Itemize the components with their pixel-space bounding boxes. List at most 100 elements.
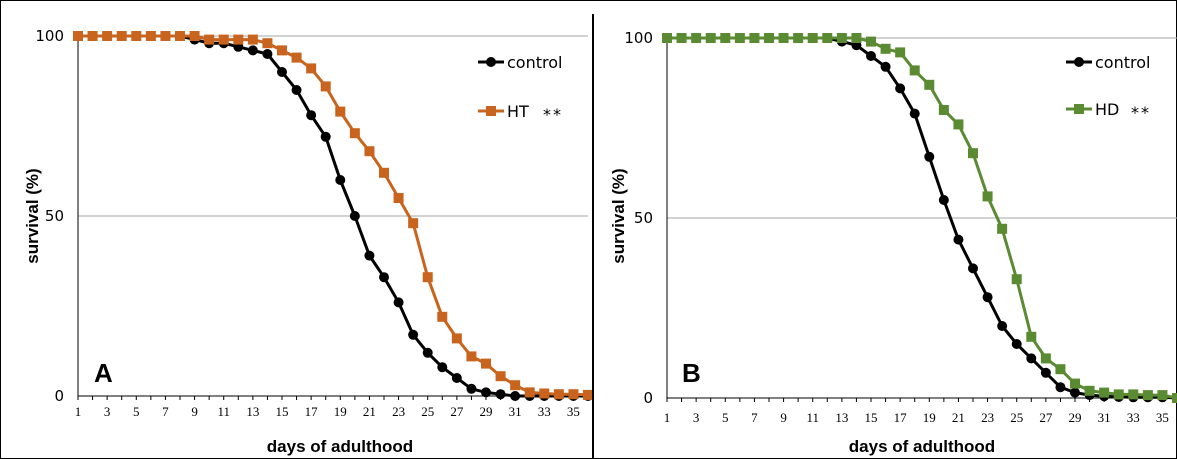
panel-b-series-hd-point	[895, 47, 906, 58]
panel-a-series-control-point	[277, 67, 287, 77]
panel-a-xtick-label: 21	[363, 404, 376, 419]
panel-b-series-hd-point	[938, 105, 949, 115]
panel-a-xtick-label: 17	[305, 404, 319, 419]
panel-b-series-hd-point	[1128, 389, 1139, 400]
panel-a-label: A	[94, 358, 113, 388]
panel-b-series-hd-point	[909, 65, 920, 76]
panel-b-series-hd-point	[764, 33, 774, 43]
panel-b-series-hd-point	[1055, 364, 1066, 375]
panel-b-series-hd-point	[734, 33, 745, 43]
panel-a-series-ht-point	[495, 371, 506, 382]
panel-b-series-control-point	[895, 83, 906, 94]
panel-a-series-ht-point	[481, 358, 491, 369]
panel-b-ytick-label: 0	[643, 389, 653, 407]
panel-a-series-ht-point	[262, 38, 273, 49]
panel-b-ylabel: survival (%)	[609, 168, 628, 263]
panel-b-series-control-point	[1040, 367, 1051, 378]
panel-a-series-control-point	[379, 272, 389, 283]
panel-b-xtick-label: 1	[664, 410, 671, 425]
panel-a-series-ht-point	[306, 63, 317, 74]
panel-a-series-ht-point	[145, 31, 156, 41]
panel-b-series-hd-point	[720, 33, 731, 43]
panel-a-series-ht-point	[539, 388, 550, 399]
panel-a-series-control-point	[481, 387, 491, 398]
panel-a-series-ht-point	[189, 31, 200, 41]
panel-a-xtick-label: 25	[421, 404, 434, 419]
panel-b-xtick-label: 11	[806, 410, 819, 425]
panel-a-series-ht-point	[175, 31, 185, 41]
panel-a-series-control-point	[422, 347, 433, 358]
panel-a-series-ht-point	[218, 34, 229, 45]
panel-b-xtick-label: 33	[1127, 410, 1140, 425]
panel-b-series-hd-point	[997, 223, 1008, 234]
panel-b-series-hd-point	[778, 33, 789, 43]
panel-b-series-control-legend-label: control	[1095, 53, 1150, 72]
panel-a-ytick-label: 0	[54, 387, 64, 405]
panel-b-series-control-point	[880, 61, 891, 72]
panel-a-series-ht-point	[131, 31, 142, 41]
panel-a-series-ht-point	[233, 34, 244, 45]
panel-b-xtick-label: 21	[952, 410, 965, 425]
panel-a-series-control-point	[335, 175, 346, 185]
panel-b-xtick-label: 31	[1098, 410, 1111, 425]
panel-a-series-control-legend-marker	[486, 57, 496, 67]
panel-b-xtick-label: 13	[835, 410, 848, 425]
panel-a-series-control-point	[437, 362, 448, 373]
panel-b-series-hd-point	[866, 36, 876, 47]
panel-b-label: B	[682, 358, 701, 388]
panel-a-xtick-label: 13	[246, 404, 259, 419]
panel-b-series-hd-point	[1113, 389, 1124, 400]
panel-a-series-ht-point	[116, 31, 127, 41]
panel-a-series-ht-point	[335, 106, 346, 117]
panel-b-series-control-point	[866, 51, 876, 61]
panel-b-series-control-point	[997, 321, 1008, 331]
panel-b-series-control-legend-marker	[1074, 57, 1084, 67]
panel-b-series-control-point	[968, 263, 978, 274]
panel-b-series-hd-point	[676, 33, 687, 43]
panel-a-ytick-label: 50	[45, 207, 64, 225]
panel-a-series-ht-significance: **	[543, 105, 563, 124]
panel-a-series-ht-point	[379, 167, 389, 178]
panel-b-series-hd-point	[705, 33, 716, 43]
panel-b-series-hd-point	[880, 43, 891, 54]
panel-b-series-hd-point	[1040, 353, 1051, 364]
panel-b-series-control-point	[1055, 382, 1066, 393]
panel-b-series-hd-legend-marker	[1074, 104, 1084, 114]
panel-b-series-hd-point	[1142, 390, 1153, 401]
panel-b-xtick-label: 17	[894, 410, 908, 425]
panel-b-series-hd-point	[1070, 378, 1080, 389]
panel-b-series-control-point	[982, 292, 993, 303]
panel-b-series-hd-significance: **	[1131, 103, 1151, 122]
panel-b-series-hd-point	[982, 191, 993, 202]
panel-b-series-hd-point	[1157, 390, 1168, 401]
panel-a-series-control-point	[247, 45, 258, 56]
panel-a-series-control-point	[466, 383, 477, 394]
panel-b-series-hd-point	[662, 33, 672, 43]
panel-a-series-control-point	[364, 250, 375, 261]
panel-a-series-ht-point	[160, 31, 171, 41]
panel-b-xtick-label: 19	[923, 410, 936, 425]
panel-a-series-ht-legend-label: HT	[507, 102, 529, 121]
panel-a-series-ht-point	[102, 31, 113, 41]
panel-b-series-hd-point	[1099, 387, 1110, 398]
panel-a-series-ht-point	[320, 81, 331, 92]
panel-a-series-ht-point	[291, 52, 302, 63]
panel-a-series-ht-point	[422, 272, 433, 283]
panel-b-series-hd-point	[749, 33, 760, 43]
panel-a-series-ht-point	[408, 218, 419, 229]
panel-a-series-ht-point	[466, 351, 477, 362]
panel-b-series-control-point	[924, 151, 935, 162]
panel-b-xtick-label: 9	[780, 410, 787, 425]
panel-a-xtick-label: 1	[75, 404, 82, 419]
panel-b-series-hd-point	[953, 119, 964, 130]
panel-b-series-hd-point	[968, 148, 978, 159]
panel-b-xlabel: days of adulthood	[849, 437, 995, 456]
panel-a-series-ht-point	[510, 380, 521, 391]
panel-b-xtick-label: 15	[865, 410, 878, 425]
panel-a-series-ht-point	[553, 389, 564, 400]
panel-a-xtick-label: 9	[191, 404, 198, 419]
panel-b-series-control-point	[1026, 353, 1037, 364]
panel-b-series-control-point	[1070, 387, 1080, 398]
